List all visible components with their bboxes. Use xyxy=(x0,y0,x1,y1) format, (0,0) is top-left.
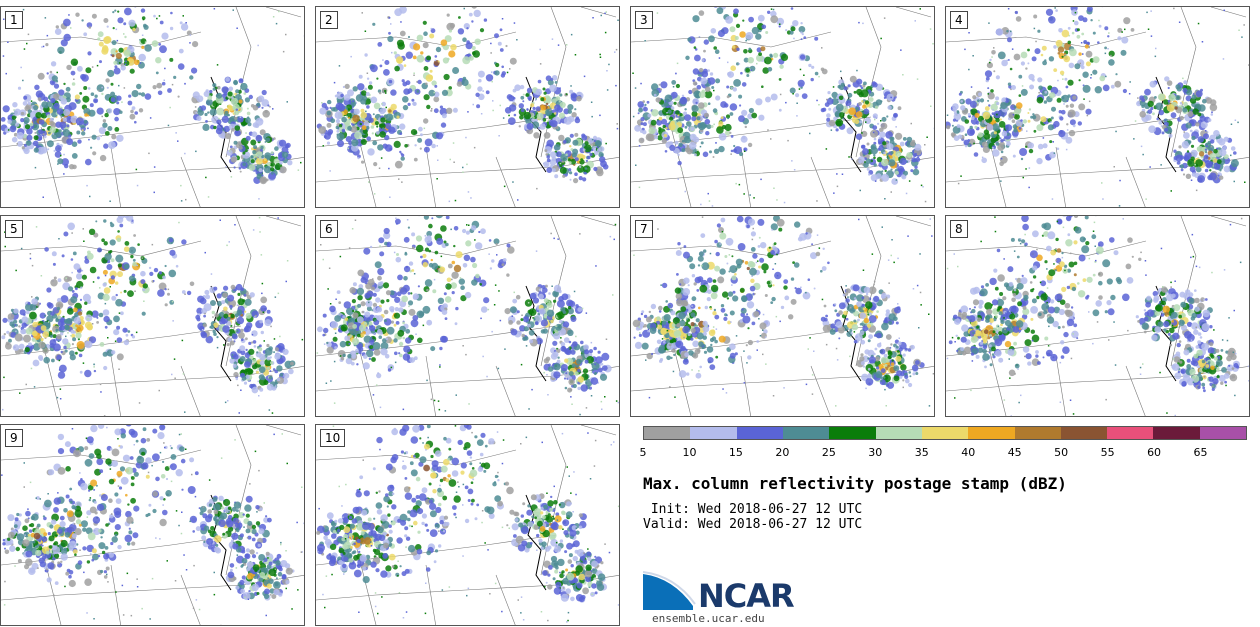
reflectivity-map xyxy=(1,7,304,207)
colorbar-tick-label: 45 xyxy=(1007,446,1022,459)
colorbar-segment xyxy=(829,427,876,439)
panel-label: 9 xyxy=(5,429,23,447)
reflectivity-map xyxy=(316,425,619,625)
colorbar-tick-label: 25 xyxy=(821,446,836,459)
panel-label: 2 xyxy=(320,11,338,29)
panel-label: 7 xyxy=(635,220,653,238)
colorbar-ticks: 5 10 15 20 25 30 35 40 45 50 55 60 65 xyxy=(639,446,1247,460)
member-panel-9: 9 xyxy=(0,424,305,626)
figure-title: Max. column reflectivity postage stamp (… xyxy=(643,474,1067,493)
colorbar-segment xyxy=(644,427,691,439)
colorbar-segment xyxy=(1014,427,1061,439)
colorbar-segment xyxy=(921,427,969,439)
member-panel-5: 5 xyxy=(0,215,305,417)
panel-label: 3 xyxy=(635,11,653,29)
reflectivity-map xyxy=(631,7,934,207)
colorbar-segment xyxy=(1060,427,1108,439)
panel-label: 8 xyxy=(950,220,968,238)
colorbar-tick-label: 15 xyxy=(728,446,743,459)
site-url: ensemble.ucar.edu xyxy=(652,612,765,625)
member-panel-10: 10 xyxy=(315,424,620,626)
colorbar-tick-label: 30 xyxy=(868,446,883,459)
reflectivity-map xyxy=(1,425,304,625)
colorbar-segment xyxy=(690,427,737,439)
colorbar-tick-label: 40 xyxy=(961,446,976,459)
valid-time: Valid: Wed 2018-06-27 12 UTC xyxy=(643,517,863,532)
colorbar-segment xyxy=(736,427,783,439)
member-panel-3: 3 xyxy=(630,6,935,208)
member-panel-7: 7 xyxy=(630,215,935,417)
member-panel-2: 2 xyxy=(315,6,620,208)
colorbar-tick-label: 5 xyxy=(639,446,647,459)
colorbar-tick-label: 55 xyxy=(1100,446,1115,459)
reflectivity-map xyxy=(946,7,1249,207)
colorbar-tick-label: 50 xyxy=(1054,446,1069,459)
logo-text: NCAR xyxy=(698,577,795,615)
init-time: Init: Wed 2018-06-27 12 UTC xyxy=(643,502,863,517)
member-panel-1: 1 xyxy=(0,6,305,208)
colorbar-tick-label: 60 xyxy=(1147,446,1162,459)
panel-label: 10 xyxy=(320,429,346,447)
reflectivity-map xyxy=(316,7,619,207)
colorbar-tick-label: 10 xyxy=(682,446,697,459)
ncar-logo-icon xyxy=(643,571,696,610)
colorbar-segment xyxy=(1199,427,1247,439)
member-panel-4: 4 xyxy=(945,6,1250,208)
colorbar-segment xyxy=(1107,427,1154,439)
member-panel-8: 8 xyxy=(945,215,1250,417)
reflectivity-map xyxy=(316,216,619,416)
colorbar-tick-label: 20 xyxy=(775,446,790,459)
colorbar-tick-label: 65 xyxy=(1193,446,1208,459)
colorbar xyxy=(643,426,1247,440)
panel-label: 4 xyxy=(950,11,968,29)
reflectivity-map xyxy=(631,216,934,416)
reflectivity-map xyxy=(1,216,304,416)
member-panel-6: 6 xyxy=(315,215,620,417)
colorbar-segment xyxy=(968,427,1015,439)
colorbar-tick-label: 35 xyxy=(914,446,929,459)
reflectivity-map xyxy=(946,216,1249,416)
colorbar-segment xyxy=(875,427,922,439)
colorbar-segment xyxy=(1153,427,1200,439)
colorbar-segment xyxy=(782,427,830,439)
panel-label: 1 xyxy=(5,11,23,29)
panel-label: 5 xyxy=(5,220,23,238)
panel-label: 6 xyxy=(320,220,338,238)
